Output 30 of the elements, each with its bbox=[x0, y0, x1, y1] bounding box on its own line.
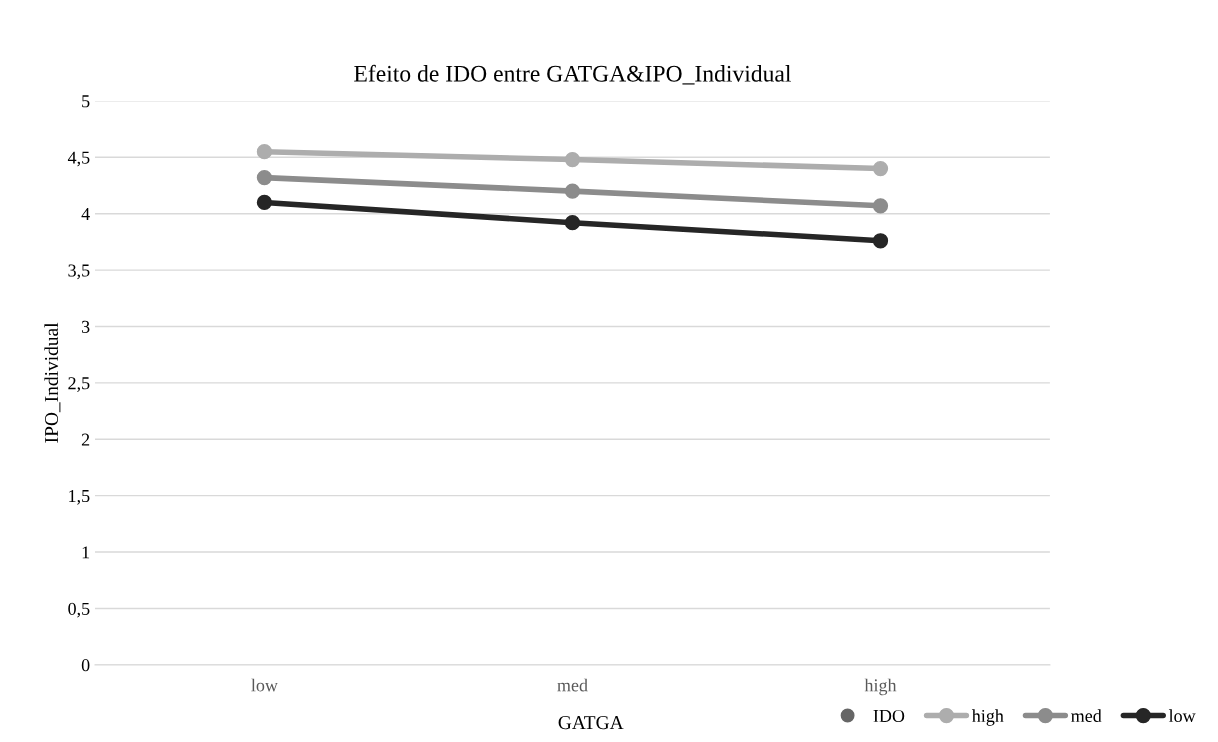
y-tick-label: 3,5 bbox=[68, 264, 90, 280]
legend-label: med bbox=[1071, 709, 1102, 723]
point bbox=[256, 169, 273, 186]
y-tick-label: 4,5 bbox=[67, 151, 90, 167]
point bbox=[564, 183, 581, 199]
legend-label: high bbox=[971, 709, 1004, 726]
y-tick-label: 1,5 bbox=[69, 490, 90, 505]
point bbox=[256, 144, 273, 160]
x-tick-label: med bbox=[557, 678, 588, 692]
x-tick-label: high bbox=[864, 678, 897, 696]
point bbox=[564, 215, 581, 231]
legend-title: IDO bbox=[873, 709, 905, 723]
chart-title: Efeito de IDO entre GATGA&IPO_Individual bbox=[354, 64, 791, 85]
point bbox=[872, 198, 889, 214]
y-axis-title: IPO_Individual bbox=[44, 322, 61, 443]
legend-label: low bbox=[1168, 709, 1196, 723]
point bbox=[256, 194, 273, 211]
y-tick-label: 1 bbox=[82, 546, 90, 559]
y-tick-label: 2 bbox=[81, 433, 90, 446]
point bbox=[872, 233, 889, 249]
y-tick-label: 0 bbox=[81, 659, 90, 672]
x-tick-label: low bbox=[251, 678, 278, 692]
y-tick-label: 3 bbox=[81, 320, 90, 333]
point bbox=[872, 160, 889, 177]
y-tick-label: 2,5 bbox=[68, 377, 90, 392]
y-tick-label: 5 bbox=[82, 95, 90, 108]
x-axis-title: GATGA bbox=[558, 716, 624, 730]
point bbox=[564, 151, 581, 168]
y-tick-label: 4 bbox=[81, 208, 90, 220]
y-tick-label: 0,5 bbox=[68, 602, 90, 618]
